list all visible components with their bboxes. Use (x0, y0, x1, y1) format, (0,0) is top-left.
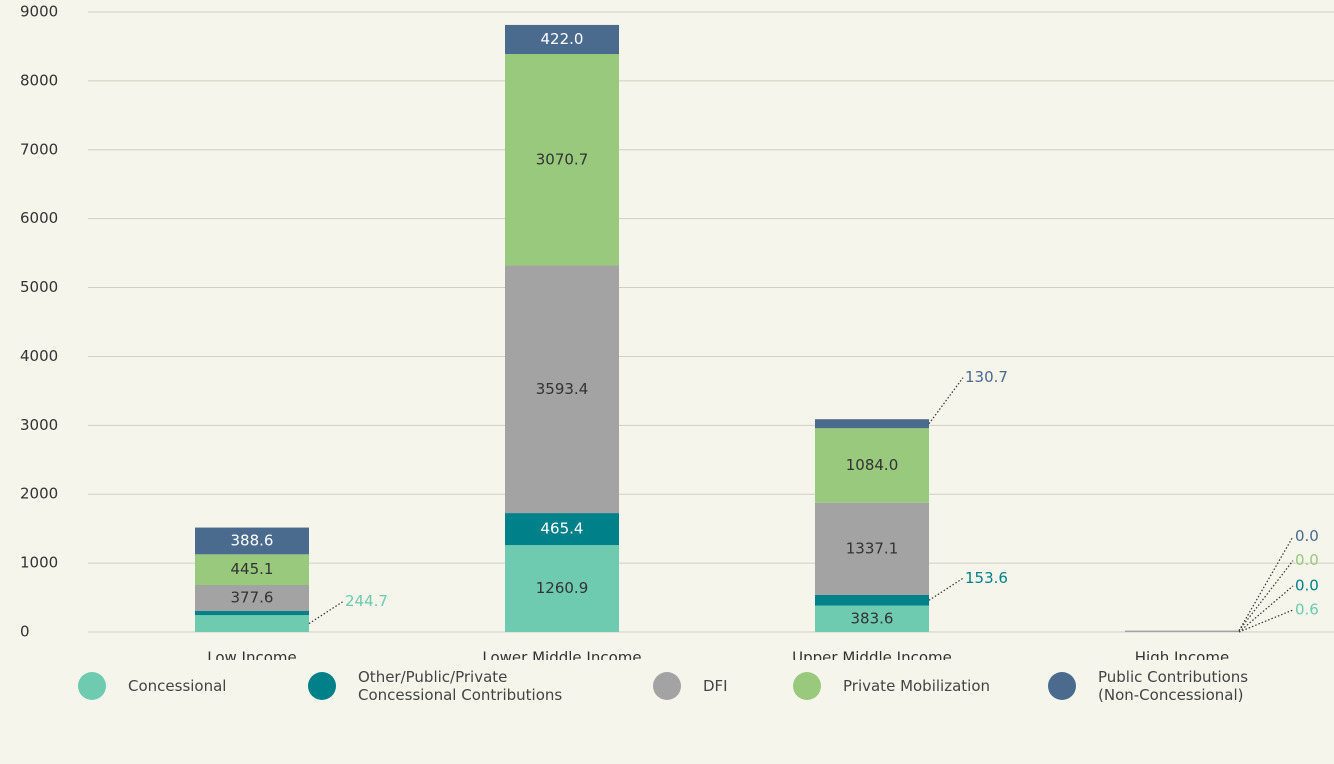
value-label: 3593.4 (536, 380, 589, 398)
legend-swatch (78, 672, 106, 700)
chart: 0 1000 2000 3000 4000 5000 6000 7000 8000 9000 Low… (20, 3, 1334, 661)
legend-swatch (793, 672, 821, 700)
callout-line (1238, 536, 1294, 631)
bar-segment (195, 611, 309, 616)
x-tick-label: Upper Middle Income (792, 649, 952, 661)
value-label: 445.1 (231, 560, 274, 578)
legend-swatch (308, 672, 336, 700)
bar-segment (815, 428, 929, 503)
value-label: 388.6 (231, 531, 274, 549)
callout-line (928, 577, 964, 601)
legend-label: Concessional (128, 677, 227, 695)
bar-segment (195, 554, 309, 585)
value-label: 3070.7 (536, 150, 589, 168)
y-tick-label: 2000 (20, 485, 58, 503)
callout-line (1238, 560, 1294, 631)
value-label: 1337.1 (846, 539, 899, 557)
value-label: 0.0 (1295, 527, 1319, 545)
value-label: 422.0 (541, 30, 584, 48)
y-tick-label: 4000 (20, 347, 58, 365)
legend-item: Other/Public/Private Concessional Contri… (308, 668, 653, 704)
legend-item: Private Mobilization (793, 668, 1048, 704)
x-tick-label: Lower Middle Income (482, 649, 641, 661)
y-tick-label: 5000 (20, 278, 58, 296)
bar-segment (505, 265, 619, 514)
value-label: 465.4 (541, 520, 584, 538)
bar-segment (195, 527, 309, 555)
y-tick-label: 0 (20, 623, 30, 641)
y-tick-label: 3000 (20, 416, 58, 434)
legend-item: Public Contributions (Non-Concessional) (1048, 668, 1278, 704)
value-label: 0.0 (1295, 576, 1319, 594)
y-tick-label: 7000 (20, 140, 58, 158)
value-label: 153.6 (965, 569, 1008, 587)
callout-line (1238, 609, 1294, 633)
value-label: 383.6 (851, 609, 894, 627)
value-label: 0.6 (1295, 600, 1319, 618)
y-tick-label: 9000 (20, 3, 58, 21)
bar-segment (505, 24, 619, 54)
legend: Concessional Other/Public/Private Concess… (78, 668, 1278, 704)
callout-line (308, 601, 344, 625)
value-label: 0.0 (1295, 551, 1319, 569)
legend-item: Concessional (78, 668, 308, 704)
bar-segment (195, 584, 309, 612)
legend-label: DFI (703, 677, 728, 695)
bar-segment (505, 545, 619, 632)
y-tick-label: 8000 (20, 71, 58, 89)
x-tick-label: High Income (1135, 649, 1229, 661)
bar-segment (1125, 630, 1239, 632)
value-label: 1260.9 (536, 579, 589, 597)
y-tick-label: 1000 (20, 554, 58, 572)
callout-line (1238, 585, 1294, 633)
x-tick-label: Low Income (207, 649, 297, 661)
value-label: 377.6 (231, 589, 274, 607)
value-label: 244.7 (345, 592, 388, 610)
legend-swatch (1048, 672, 1076, 700)
value-label: 130.7 (965, 368, 1008, 386)
bar-segment (505, 513, 619, 546)
bar-segment (505, 53, 619, 266)
y-tick-label: 6000 (20, 209, 58, 227)
bar-segment (815, 419, 929, 429)
value-label: 1084.0 (846, 456, 899, 474)
legend-item: DFI (653, 668, 793, 704)
legend-label: Public Contributions (Non-Concessional) (1098, 668, 1249, 704)
legend-label: Other/Public/Private Concessional Contri… (358, 668, 563, 704)
bar-segment (815, 605, 929, 632)
callout-line (928, 377, 964, 425)
bar-segment (815, 502, 929, 595)
legend-swatch (653, 672, 681, 700)
bar-segment (195, 615, 309, 632)
bar-segment (815, 594, 929, 606)
legend-label: Private Mobilization (843, 677, 991, 695)
